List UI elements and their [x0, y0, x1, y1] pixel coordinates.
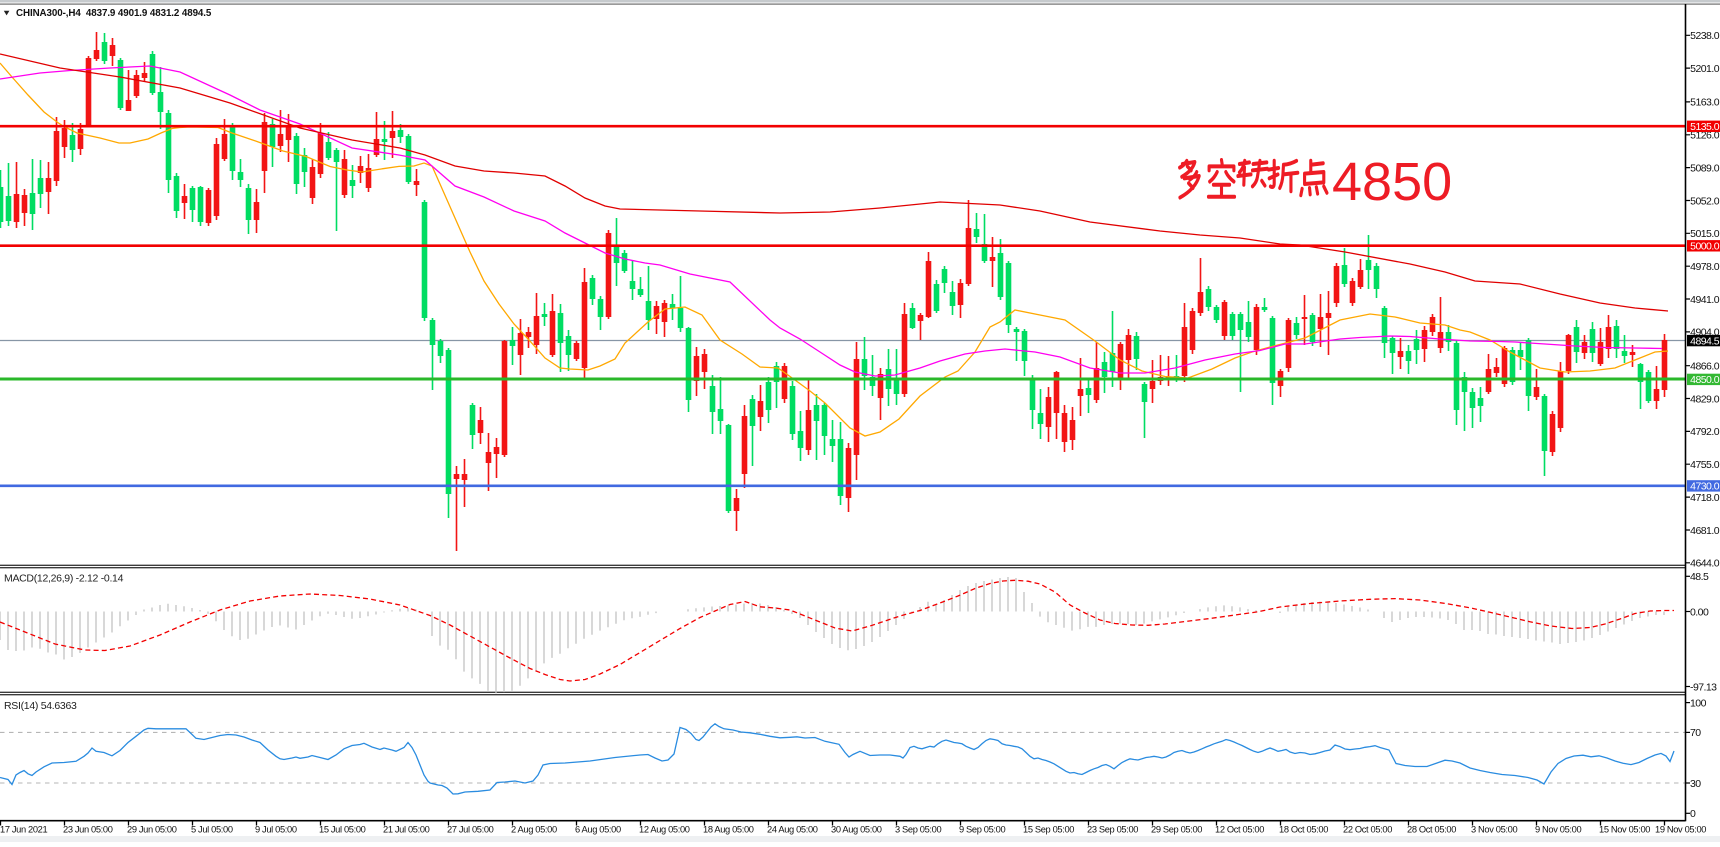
- svg-text:5 Jul 05:00: 5 Jul 05:00: [191, 825, 233, 835]
- svg-text:48.5: 48.5: [1690, 571, 1709, 583]
- svg-text:23 Jun 05:00: 23 Jun 05:00: [63, 825, 113, 835]
- svg-text:5163.0: 5163.0: [1690, 97, 1720, 109]
- svg-text:9 Sep 05:00: 9 Sep 05:00: [959, 825, 1005, 835]
- svg-text:4718.0: 4718.0: [1690, 492, 1720, 504]
- svg-text:-97.13: -97.13: [1690, 681, 1717, 693]
- svg-text:19 Nov 05:00: 19 Nov 05:00: [1655, 825, 1706, 835]
- svg-text:4866.0: 4866.0: [1690, 361, 1720, 373]
- svg-text:4681.0: 4681.0: [1690, 525, 1720, 537]
- svg-text:5126.0: 5126.0: [1690, 130, 1720, 142]
- svg-text:22 Oct 05:00: 22 Oct 05:00: [1343, 825, 1392, 835]
- svg-text:24 Aug 05:00: 24 Aug 05:00: [767, 825, 818, 835]
- svg-text:21 Jul 05:00: 21 Jul 05:00: [383, 825, 430, 835]
- svg-text:5238.0: 5238.0: [1690, 30, 1720, 42]
- svg-text:4850.0: 4850.0: [1690, 374, 1720, 386]
- svg-text:29 Sep 05:00: 29 Sep 05:00: [1151, 825, 1202, 835]
- svg-text:18 Aug 05:00: 18 Aug 05:00: [703, 825, 754, 835]
- svg-text:27 Jul 05:00: 27 Jul 05:00: [447, 825, 494, 835]
- svg-text:MACD(12,26,9) -2.12 -0.14: MACD(12,26,9) -2.12 -0.14: [4, 573, 124, 585]
- svg-text:15 Jul 05:00: 15 Jul 05:00: [319, 825, 366, 835]
- svg-text:18 Oct 05:00: 18 Oct 05:00: [1279, 825, 1328, 835]
- svg-text:4730.0: 4730.0: [1690, 481, 1720, 493]
- svg-text:30: 30: [1690, 778, 1701, 790]
- svg-text:9 Nov 05:00: 9 Nov 05:00: [1535, 825, 1581, 835]
- svg-text:12 Oct 05:00: 12 Oct 05:00: [1215, 825, 1264, 835]
- svg-text:6 Aug 05:00: 6 Aug 05:00: [575, 825, 621, 835]
- svg-text:4850: 4850: [1332, 152, 1452, 212]
- svg-text:5000.0: 5000.0: [1690, 241, 1720, 253]
- svg-text:29 Jun 05:00: 29 Jun 05:00: [127, 825, 177, 835]
- svg-text:RSI(14) 54.6363: RSI(14) 54.6363: [4, 700, 77, 712]
- svg-text:70: 70: [1690, 727, 1701, 739]
- svg-text:23 Sep 05:00: 23 Sep 05:00: [1087, 825, 1138, 835]
- svg-text:4792.0: 4792.0: [1690, 426, 1720, 438]
- svg-text:4894.5: 4894.5: [1690, 335, 1720, 347]
- svg-text:28 Oct 05:00: 28 Oct 05:00: [1407, 825, 1456, 835]
- svg-text:5089.0: 5089.0: [1690, 162, 1720, 174]
- svg-text:9 Jul 05:00: 9 Jul 05:00: [255, 825, 297, 835]
- svg-text:17 Jun 2021: 17 Jun 2021: [0, 825, 48, 835]
- svg-text:5015.0: 5015.0: [1690, 228, 1720, 240]
- svg-text:CHINA300-,H4 4837.9 4901.9 48: CHINA300-,H4 4837.9 4901.9 4831.2 4894.5: [16, 8, 212, 19]
- svg-text:5201.0: 5201.0: [1690, 63, 1720, 75]
- svg-text:4829.0: 4829.0: [1690, 393, 1720, 405]
- svg-text:4644.0: 4644.0: [1690, 558, 1720, 570]
- svg-text:4978.0: 4978.0: [1690, 261, 1720, 273]
- svg-text:12 Aug 05:00: 12 Aug 05:00: [639, 825, 690, 835]
- svg-text:3 Sep 05:00: 3 Sep 05:00: [895, 825, 941, 835]
- svg-text:5052.0: 5052.0: [1690, 195, 1720, 207]
- svg-text:3 Nov 05:00: 3 Nov 05:00: [1471, 825, 1517, 835]
- svg-text:100: 100: [1690, 697, 1707, 709]
- svg-text:15 Nov 05:00: 15 Nov 05:00: [1599, 825, 1650, 835]
- svg-text:15 Sep 05:00: 15 Sep 05:00: [1023, 825, 1074, 835]
- svg-text:2 Aug 05:00: 2 Aug 05:00: [511, 825, 557, 835]
- svg-text:4941.0: 4941.0: [1690, 294, 1720, 306]
- svg-text:4755.0: 4755.0: [1690, 459, 1720, 471]
- svg-text:30 Aug 05:00: 30 Aug 05:00: [831, 825, 882, 835]
- svg-text:0: 0: [1690, 808, 1696, 820]
- svg-text:0.00: 0.00: [1690, 606, 1709, 618]
- svg-text:5135.0: 5135.0: [1690, 121, 1720, 133]
